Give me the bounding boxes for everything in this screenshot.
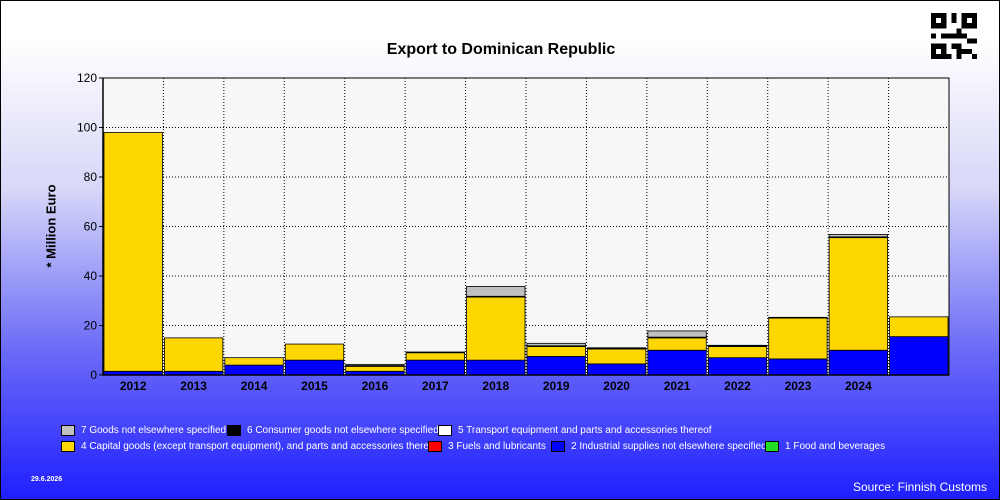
bar-segment-2022-series-4 xyxy=(707,346,768,359)
bar-segment-2023-series-4 xyxy=(768,317,828,360)
bar-segment-extra-series-2 xyxy=(889,336,949,376)
y-tick-label: 40 xyxy=(84,269,98,283)
stacked-bar-chart: 0 20 40 60 80 100 120 2012 2013 2014 2015 2016 2017 2… xyxy=(77,71,950,393)
legend-swatch-4 xyxy=(61,441,75,452)
legend-label-4: 4 Capital goods (except transport equipm… xyxy=(81,441,438,452)
y-tick-label: 120 xyxy=(77,71,97,85)
bar-segment-2015-series-4 xyxy=(284,343,345,361)
legend-label-1: 1 Food and beverages xyxy=(785,441,886,452)
y-tick-label: 20 xyxy=(84,319,98,333)
legend-swatch-2 xyxy=(551,441,565,452)
bar-segment-2022-series-2 xyxy=(707,357,768,376)
bar-segment-2020-series-6 xyxy=(587,347,647,350)
legend-item-1: 1 Food and beverages xyxy=(765,441,885,452)
y-tick-label: 100 xyxy=(77,121,97,135)
legend-item-5: 5 Transport equipment and parts and acce… xyxy=(438,425,711,436)
x-tick-label: 2012 xyxy=(120,379,147,393)
x-tick-label: 2020 xyxy=(603,379,630,393)
bar-segment-2017-series-4 xyxy=(405,352,465,361)
x-tick-label: 2018 xyxy=(482,379,509,393)
bar-segment-2014-series-2 xyxy=(224,364,284,376)
bar-segment-2016-series-7 xyxy=(345,363,405,366)
bar-segment-2021-series-2 xyxy=(647,349,707,376)
bar-segment-2021-series-4 xyxy=(647,337,707,351)
bar-segment-2013-series-4 xyxy=(164,337,224,372)
bar-segment-2017-series-2 xyxy=(405,359,465,376)
x-tick-label: 2021 xyxy=(664,379,691,393)
x-tick-label: 2022 xyxy=(724,379,751,393)
legend-label-7: 7 Goods not elsewhere specified xyxy=(81,425,227,436)
bar-segment-2015-series-2 xyxy=(284,359,345,376)
x-tick-label: 2015 xyxy=(301,379,328,393)
x-tick-label: 2013 xyxy=(180,379,207,393)
legend-swatch-7 xyxy=(61,425,75,436)
bar-segment-2016-series-4 xyxy=(345,365,405,372)
qr-code-icon[interactable] xyxy=(931,13,977,59)
source-label: Source: Finnish Customs xyxy=(852,480,987,494)
bar-segment-2023-series-2 xyxy=(768,358,828,376)
bar-segment-2012-series-4 xyxy=(103,132,163,372)
legend-item-3: 3 Fuels and lubricants xyxy=(428,441,546,452)
legend-label-2: 2 Industrial supplies not elsewhere spec… xyxy=(571,441,767,452)
bar-segment-2020-series-4 xyxy=(587,348,647,365)
legend-swatch-6 xyxy=(227,425,241,436)
bar-segment-2018-series-2 xyxy=(466,359,526,376)
y-tick-label: 60 xyxy=(84,220,98,234)
chart-title: Export to Dominican Republic xyxy=(386,41,616,58)
x-tick-label: 2019 xyxy=(543,379,570,393)
legend-label-3: 3 Fuels and lubricants xyxy=(448,441,546,452)
bar-segment-2018-series-7 xyxy=(466,285,526,297)
y-tick-label: 80 xyxy=(84,170,98,184)
bar-segment-2024-series-7 xyxy=(828,234,888,238)
legend-swatch-1 xyxy=(765,441,779,452)
legend-item-2: 2 Industrial supplies not elsewhere spec… xyxy=(551,441,767,452)
bar-segment-2022-series-6 xyxy=(707,344,768,347)
legend-item-6: 6 Consumer goods not elsewhere specified xyxy=(227,425,439,436)
bar-segment-2017-series-6 xyxy=(405,351,465,354)
x-tick-label: 2014 xyxy=(241,379,268,393)
legend-swatch-5 xyxy=(438,425,452,436)
x-tick-label: 2024 xyxy=(845,379,872,393)
bar-segment-2024-series-2 xyxy=(828,349,888,376)
y-tick-label: 0 xyxy=(90,368,97,382)
bar-segment-2019-series-4 xyxy=(526,346,586,357)
x-tick-label: 2016 xyxy=(362,379,389,393)
bar-segment-2014-series-4 xyxy=(224,357,284,366)
bar-segment-2024-series-4 xyxy=(828,237,888,351)
legend-item-4: 4 Capital goods (except transport equipm… xyxy=(61,441,437,452)
x-tick-label: 2017 xyxy=(422,379,449,393)
legend-label-6: 6 Consumer goods not elsewhere specified xyxy=(247,425,439,436)
date-stamp: 29.6.2026 xyxy=(31,476,63,483)
bar-segment-2020-series-2 xyxy=(587,363,647,376)
legend-swatch-3 xyxy=(428,441,442,452)
bar-segment-extra-series-4 xyxy=(889,316,949,338)
bar-segment-2019-series-7 xyxy=(526,342,586,347)
bar-segment-2019-series-2 xyxy=(526,356,586,376)
bar-segment-2023-series-6 xyxy=(768,316,828,319)
x-tick-label: 2023 xyxy=(785,379,812,393)
bar-segment-2021-series-7 xyxy=(647,330,707,338)
legend-label-5: 5 Transport equipment and parts and acce… xyxy=(458,425,712,436)
bar-segment-2018-series-4 xyxy=(466,296,526,361)
legend-item-7: 7 Goods not elsewhere specified xyxy=(61,425,226,436)
